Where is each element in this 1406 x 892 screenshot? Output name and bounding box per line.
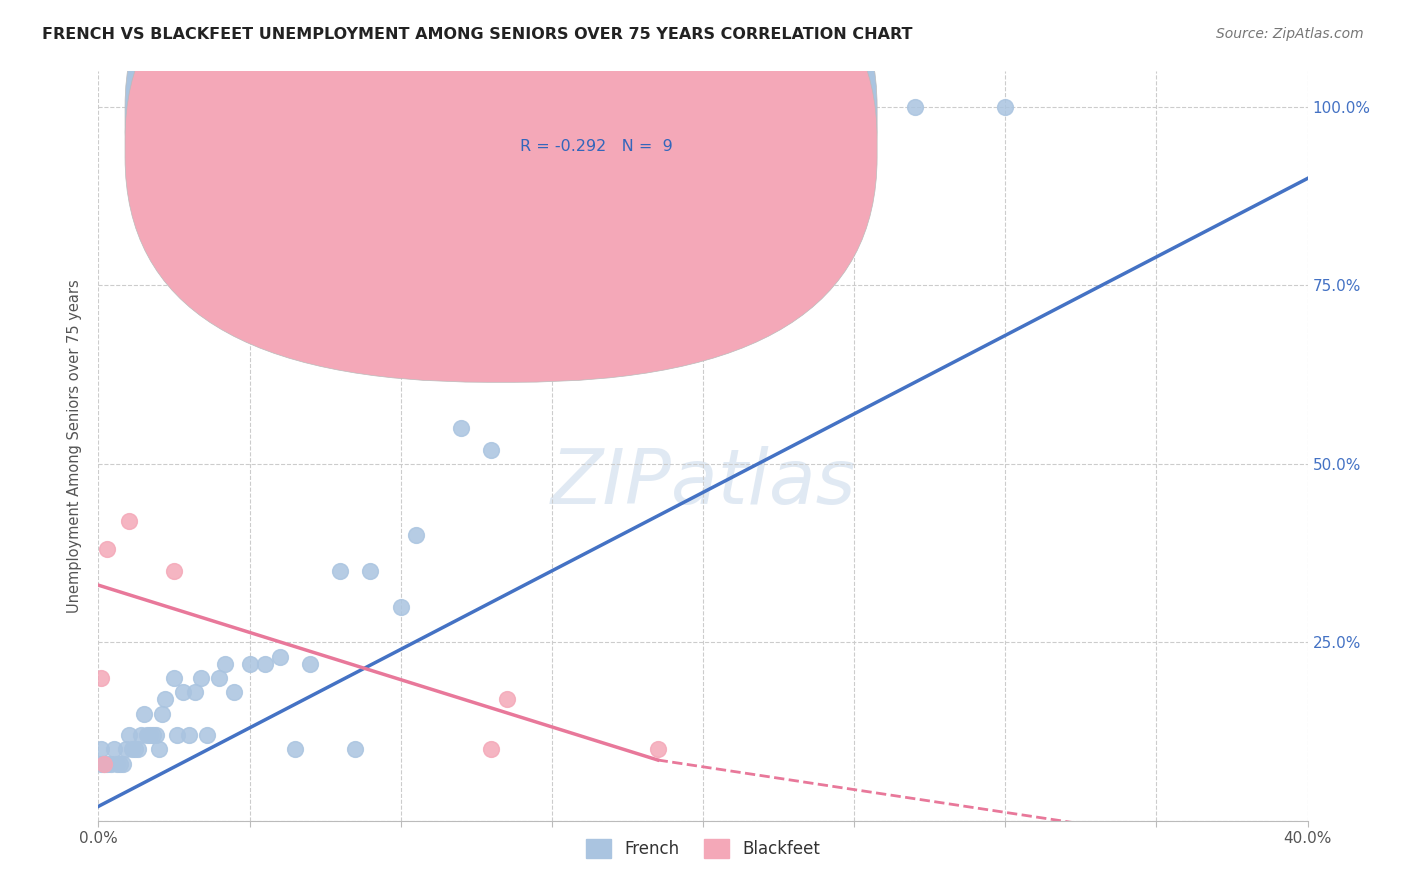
Point — [93, 756, 115, 771]
Point — [224, 685, 246, 699]
Point — [360, 564, 382, 578]
Point — [139, 728, 162, 742]
Text: R = -0.292   N =  9: R = -0.292 N = 9 — [520, 139, 673, 153]
Point — [93, 756, 115, 771]
Point — [111, 756, 134, 771]
Point — [179, 728, 201, 742]
Point — [118, 514, 141, 528]
Point — [148, 742, 170, 756]
FancyBboxPatch shape — [474, 90, 769, 169]
Point — [661, 100, 683, 114]
Point — [150, 706, 173, 721]
Point — [118, 728, 141, 742]
Point — [631, 100, 654, 114]
Point — [481, 742, 503, 756]
Point — [142, 728, 165, 742]
Point — [172, 685, 194, 699]
Point — [214, 657, 236, 671]
Point — [299, 657, 322, 671]
Point — [344, 742, 367, 756]
Point — [329, 564, 352, 578]
Point — [190, 671, 212, 685]
Point — [195, 728, 218, 742]
Point — [647, 742, 669, 756]
Point — [132, 706, 155, 721]
Point — [389, 599, 412, 614]
Point — [148, 207, 170, 221]
FancyBboxPatch shape — [125, 0, 877, 383]
Point — [135, 728, 157, 742]
Point — [121, 742, 143, 756]
Point — [239, 657, 262, 671]
Point — [904, 100, 927, 114]
Point — [481, 442, 503, 457]
Y-axis label: Unemployment Among Seniors over 75 years: Unemployment Among Seniors over 75 years — [67, 279, 83, 613]
Point — [163, 564, 186, 578]
Point — [269, 649, 291, 664]
Point — [405, 528, 427, 542]
Point — [129, 728, 152, 742]
Point — [145, 728, 167, 742]
Point — [253, 657, 276, 671]
Point — [96, 756, 118, 771]
Point — [103, 742, 125, 756]
Text: R =  0.627   N = 49: R = 0.627 N = 49 — [520, 106, 678, 121]
Point — [166, 728, 188, 742]
Point — [105, 756, 128, 771]
Point — [208, 671, 231, 685]
Point — [994, 100, 1017, 114]
Point — [127, 742, 149, 756]
Point — [114, 742, 136, 756]
Point — [284, 742, 307, 756]
Legend: French, Blackfeet: French, Blackfeet — [579, 833, 827, 864]
Text: Source: ZipAtlas.com: Source: ZipAtlas.com — [1216, 27, 1364, 41]
Text: FRENCH VS BLACKFEET UNEMPLOYMENT AMONG SENIORS OVER 75 YEARS CORRELATION CHART: FRENCH VS BLACKFEET UNEMPLOYMENT AMONG S… — [42, 27, 912, 42]
Point — [90, 671, 112, 685]
Point — [108, 756, 131, 771]
Point — [163, 671, 186, 685]
Point — [90, 742, 112, 756]
Point — [495, 692, 517, 706]
Point — [153, 692, 176, 706]
Point — [450, 421, 472, 435]
Point — [124, 742, 146, 756]
Point — [184, 685, 207, 699]
Point — [96, 542, 118, 557]
FancyBboxPatch shape — [125, 0, 877, 350]
Text: ZIPatlas: ZIPatlas — [550, 447, 856, 520]
Point — [90, 756, 112, 771]
Point — [100, 756, 122, 771]
